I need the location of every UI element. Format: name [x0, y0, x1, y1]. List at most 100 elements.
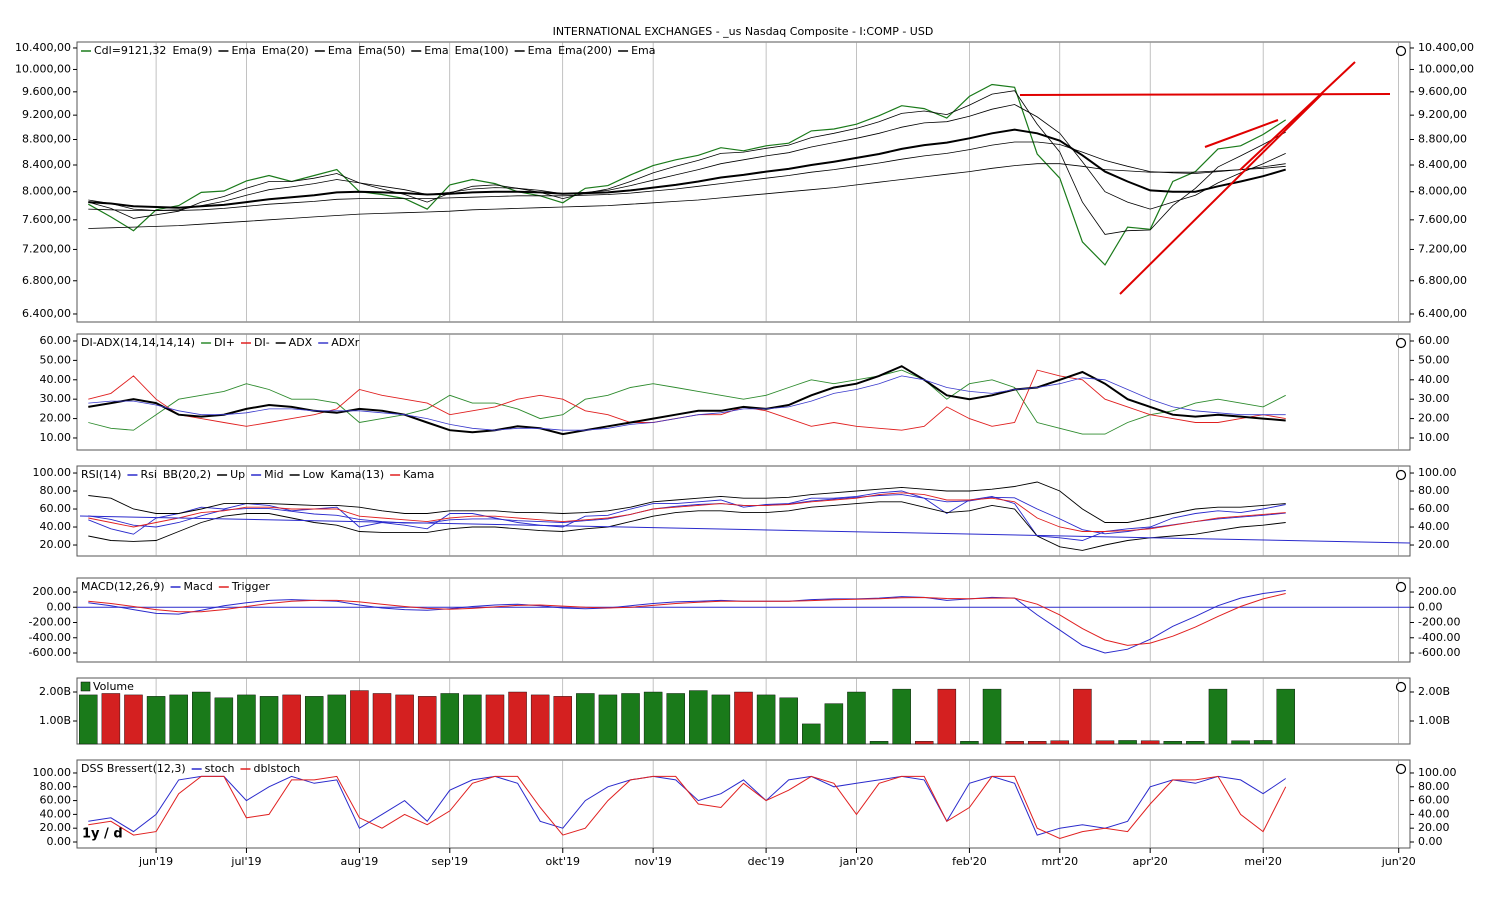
y-tick-label: 60.00: [40, 794, 72, 807]
volume-bar: [1005, 741, 1024, 745]
volume-bar: [1140, 740, 1160, 745]
legend-label: DI+: [214, 336, 235, 349]
y-tick-label: 9.200,00: [22, 108, 71, 121]
volume-bar: [689, 690, 708, 745]
legend-label: Ema: [528, 44, 552, 57]
volume-bar: [960, 741, 979, 745]
y-tick-label-right: 9.200,00: [1418, 108, 1467, 121]
volume-bar: [892, 688, 911, 745]
y-tick-label: 40.00: [40, 373, 72, 386]
series-line: [88, 481, 1286, 523]
y-tick-label: 8.800,00: [22, 133, 71, 146]
volume-bar: [1231, 740, 1250, 745]
y-tick-label: 6.400,00: [22, 307, 71, 320]
indicator-label: MACD(12,26,9): [81, 580, 165, 593]
volume-bar: [824, 703, 844, 745]
close-panel-button: [1395, 45, 1407, 57]
volume-bar: [666, 693, 685, 745]
volume-bar: [350, 690, 369, 745]
y-tick-label-right: 10.00: [1418, 431, 1450, 444]
indicator-label: Ema(200): [558, 44, 612, 57]
volume-bar: [304, 696, 324, 745]
y-tick-label-right: 8.800,00: [1418, 133, 1467, 146]
volume-bar: [621, 693, 640, 745]
legend-swatch: [80, 681, 91, 692]
series-line: [88, 375, 1286, 431]
volume-bar: [779, 697, 798, 745]
panel-frame: [76, 759, 1411, 849]
y-tick-label-right: 40.00: [1418, 807, 1450, 820]
series-line: [88, 141, 1286, 211]
legend-label: Rsi: [140, 468, 156, 481]
y-tick-label-right: 60.00: [1418, 794, 1450, 807]
y-tick-label: 10.400,00: [15, 41, 71, 54]
y-tick-label: 7.200,00: [22, 242, 71, 255]
y-tick-label: 60.00: [40, 502, 72, 515]
y-tick-label-right: 60.00: [1418, 334, 1450, 347]
y-tick-label-right: 20.00: [1418, 821, 1450, 834]
indicator-label: DSS Bressert(12,3): [81, 762, 186, 775]
y-tick-label: 2.00B: [39, 685, 71, 698]
trend-line: [1239, 61, 1356, 171]
volume-bar: [643, 691, 663, 745]
legend-label: Ema: [631, 44, 655, 57]
x-tick-label: dec'19: [748, 855, 785, 868]
y-tick-label-right: -600.00: [1418, 646, 1460, 659]
y-tick-label: -600.00: [29, 646, 71, 659]
y-tick-label: -400.00: [29, 631, 71, 644]
close-panel-button: [1395, 337, 1407, 349]
legend-label: ADXr: [331, 336, 360, 349]
y-tick-label: 1.00B: [39, 714, 71, 727]
volume-bar: [1208, 688, 1228, 745]
y-tick-label: 200.00: [33, 585, 72, 598]
legend-label: Ema: [424, 44, 448, 57]
period-label: 1y / d: [82, 827, 123, 842]
y-tick-label: 50.00: [40, 353, 72, 366]
chart-title: INTERNATIONAL EXCHANGES - _us Nasdaq Com…: [553, 25, 934, 38]
legend-label: Volume: [93, 680, 134, 693]
legend-label: Mid: [264, 468, 284, 481]
y-tick-label-right: 200.00: [1418, 585, 1457, 598]
y-tick-label-right: 0.00: [1418, 600, 1443, 613]
series-line: [88, 365, 1286, 436]
y-tick-label-right: 80.00: [1418, 484, 1450, 497]
y-tick-label: 8.400,00: [22, 158, 71, 171]
series-line: [88, 163, 1286, 229]
y-tick-label-right: 7.600,00: [1418, 213, 1467, 226]
volume-bar: [259, 696, 279, 745]
rsi-trend-line: [79, 515, 1411, 544]
y-tick-label: 80.00: [40, 780, 72, 793]
y-tick-label-right: 20.00: [1418, 538, 1450, 551]
legend-label: Trigger: [231, 580, 270, 593]
legend-label: Macd: [184, 580, 213, 593]
trend-line: [1204, 119, 1279, 148]
volume-bar: [192, 691, 211, 745]
volume-bar: [530, 694, 550, 745]
volume-bar: [847, 691, 866, 745]
volume-bar: [982, 688, 1002, 745]
legend-label: Low: [303, 468, 325, 481]
x-tick-label: jul'19: [230, 855, 261, 868]
y-tick-label: 7.600,00: [22, 213, 71, 226]
panel-frame: [76, 41, 1411, 323]
volume-bar: [869, 741, 889, 745]
volume-bar: [756, 694, 776, 745]
y-tick-label-right: -200.00: [1418, 616, 1460, 629]
x-tick-label: jun'20: [1381, 855, 1416, 868]
volume-bar: [1027, 741, 1047, 745]
indicator-label: BB(20,2): [163, 468, 211, 481]
y-tick-label-right: 40.00: [1418, 373, 1450, 386]
volume-bar: [214, 697, 234, 745]
legend-label: DI-: [254, 336, 270, 349]
legend-label: ADX: [289, 336, 313, 349]
y-tick-label: 40.00: [40, 807, 72, 820]
close-panel-button: [1395, 681, 1407, 693]
y-tick-label-right: 9.600,00: [1418, 85, 1467, 98]
series-line: [88, 775, 1287, 840]
indicator-label: Ema(50): [358, 44, 405, 57]
volume-bar: [1073, 688, 1092, 745]
series-line: [88, 492, 1286, 532]
volume-bar: [169, 694, 188, 745]
y-tick-label: 100.00: [33, 466, 72, 479]
y-tick-label: 20.00: [40, 538, 72, 551]
